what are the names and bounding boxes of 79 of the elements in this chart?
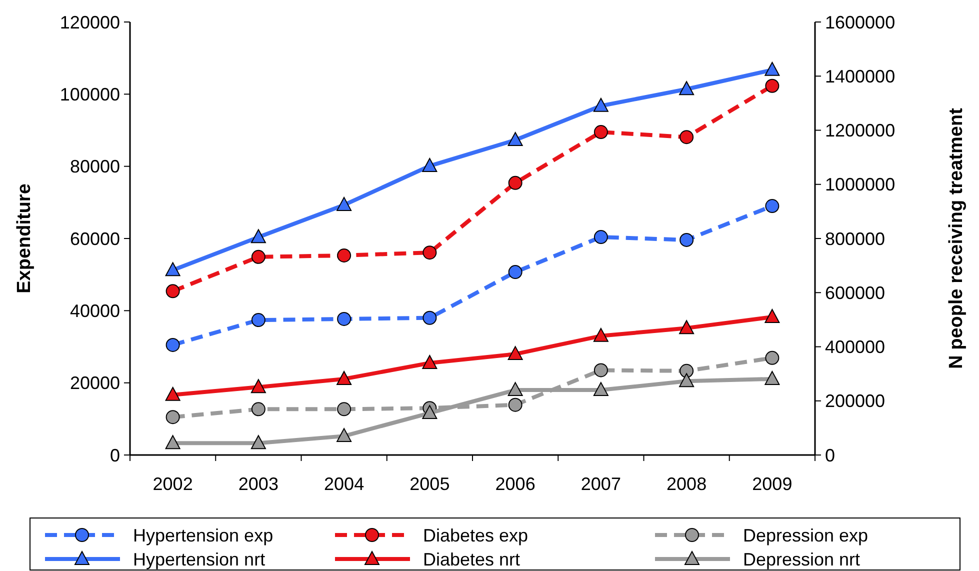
- y2-tick-label: 400000: [825, 337, 886, 358]
- y2-tick-label: 1400000: [825, 66, 896, 86]
- x-tick-label: 2005: [410, 474, 450, 494]
- point: [251, 402, 266, 416]
- point: [250, 229, 266, 244]
- x-tick-label: 2004: [324, 474, 364, 494]
- point: [593, 382, 608, 396]
- point: [166, 338, 180, 352]
- y2-tick-label: 200000: [825, 391, 886, 412]
- point: [337, 312, 352, 326]
- point: [593, 328, 608, 342]
- point: [336, 196, 352, 211]
- point: [251, 250, 266, 264]
- y2-axis-title: N people receiving treatment: [946, 107, 967, 369]
- point: [508, 132, 523, 146]
- point: [508, 265, 522, 280]
- y2-tick-label: 0: [825, 445, 836, 466]
- point: [251, 313, 266, 328]
- y2-tick-label: 1600000: [825, 12, 896, 32]
- point: [679, 373, 694, 388]
- legend-label: Depression nrt: [743, 549, 860, 570]
- y-tick-label: 100000: [60, 84, 120, 104]
- point: [508, 346, 523, 360]
- y-axis-title: Expenditure: [14, 184, 35, 294]
- point: [764, 370, 780, 385]
- y2-tick-label: 600000: [825, 282, 886, 303]
- point: [764, 62, 780, 76]
- point: [594, 230, 608, 244]
- y2-tick-label: 1000000: [825, 174, 896, 195]
- point: [336, 428, 352, 442]
- point: [679, 320, 694, 334]
- point: [765, 350, 780, 365]
- x-tick-label: 2002: [152, 474, 193, 494]
- point: [508, 398, 522, 412]
- point: [765, 199, 780, 214]
- point: [337, 402, 352, 416]
- point: [680, 130, 694, 144]
- point: [422, 310, 437, 325]
- point: [166, 410, 180, 424]
- point: [679, 81, 694, 96]
- y-tick-label: 120000: [60, 12, 120, 32]
- y-tick-label: 40000: [70, 300, 120, 321]
- x-tick-label: 2003: [238, 474, 278, 494]
- point: [165, 262, 180, 276]
- point: [764, 308, 780, 323]
- x-tick-label: 2009: [752, 474, 792, 494]
- legend-label: Diabetes exp: [423, 525, 528, 546]
- point: [250, 435, 266, 450]
- point: [680, 232, 694, 247]
- point: [422, 158, 438, 172]
- point: [680, 364, 694, 378]
- y-tick-label: 20000: [70, 373, 120, 394]
- point: [250, 379, 266, 394]
- point: [508, 382, 523, 396]
- point: [422, 354, 438, 369]
- legend-label: Depression exp: [743, 525, 868, 546]
- y-tick-label: 0: [110, 445, 120, 466]
- point: [165, 386, 180, 401]
- point: [593, 98, 608, 112]
- point: [508, 176, 522, 190]
- point: [594, 125, 608, 140]
- point: [166, 284, 180, 298]
- x-tick-label: 2006: [495, 474, 536, 494]
- y2-tick-label: 1200000: [825, 120, 896, 141]
- point: [165, 435, 180, 450]
- point: [337, 248, 352, 262]
- legend-label: Diabetes nrt: [423, 549, 520, 570]
- point: [336, 370, 352, 385]
- point: [765, 78, 780, 93]
- y-tick-label: 60000: [70, 228, 120, 249]
- point: [422, 246, 437, 260]
- x-tick-label: 2007: [580, 474, 621, 494]
- y-tick-label: 80000: [70, 156, 120, 177]
- x-tick-label: 2008: [666, 474, 707, 494]
- y2-tick-label: 800000: [825, 228, 886, 249]
- legend-label: Hypertension nrt: [133, 549, 266, 570]
- point: [594, 363, 608, 378]
- legend-label: Hypertension exp: [133, 525, 274, 546]
- point: [422, 405, 438, 420]
